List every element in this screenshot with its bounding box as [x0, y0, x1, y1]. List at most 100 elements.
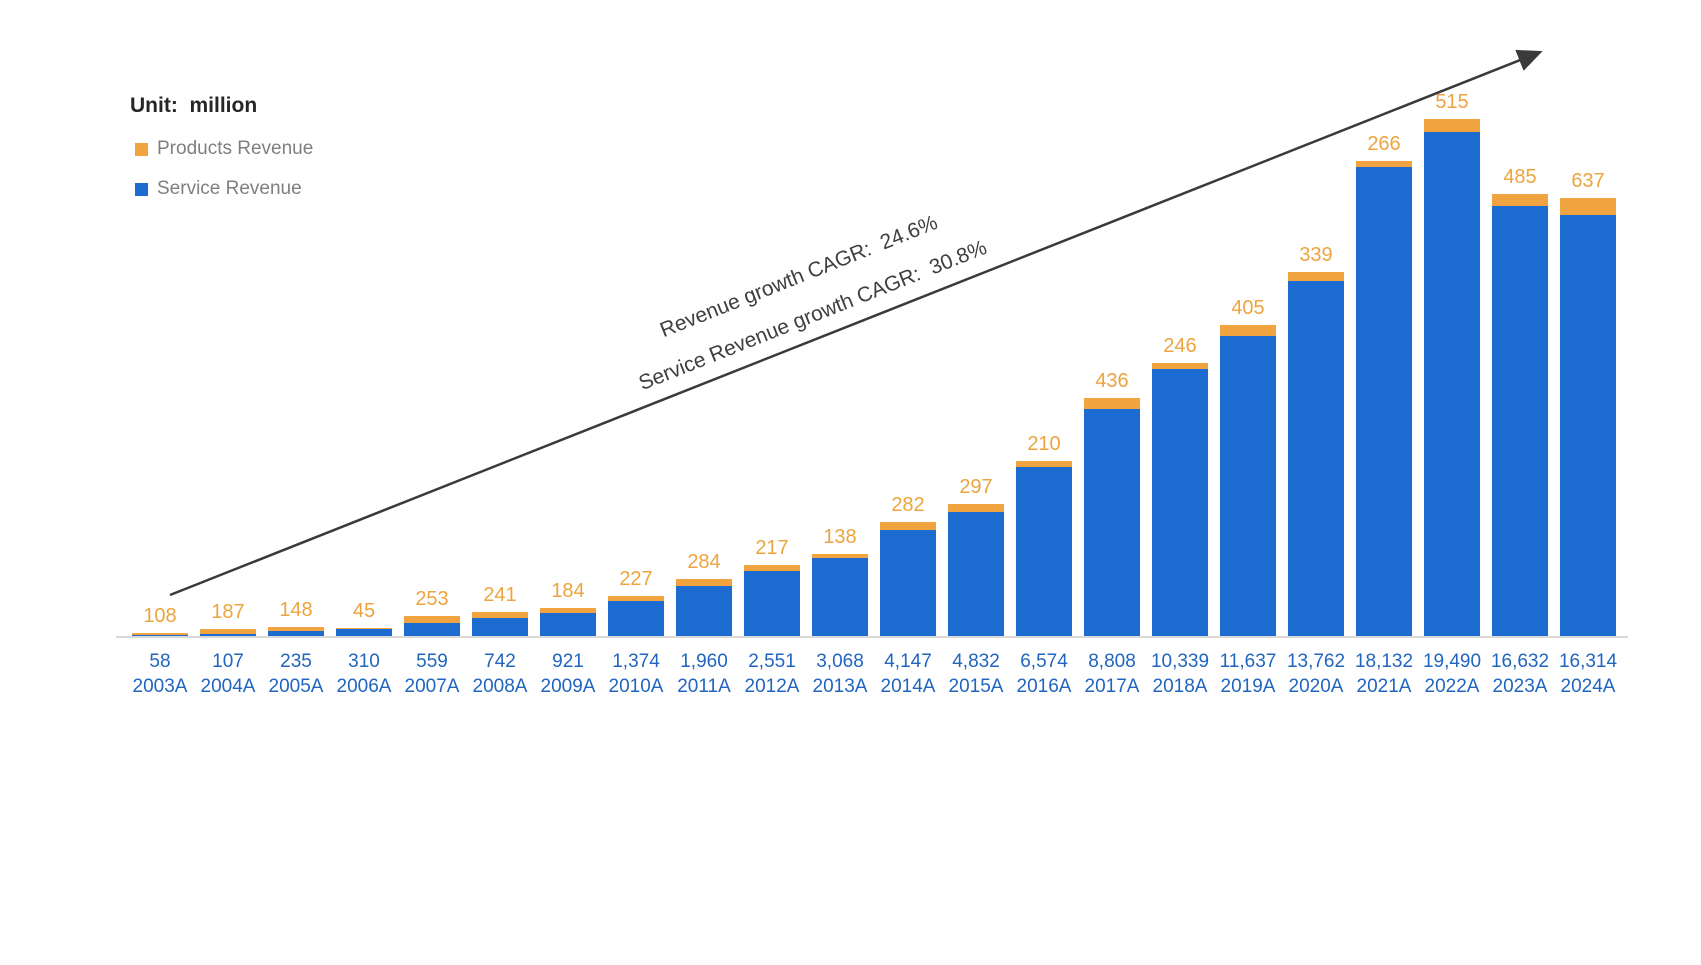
- legend-item-service-revenue: Service Revenue: [135, 178, 313, 200]
- products-value-label-2009A: 184: [551, 580, 585, 603]
- products-value-label-2015A: 297: [959, 476, 993, 499]
- bar-2023A: [1492, 193, 1548, 637]
- products-revenue-segment-2011A: [676, 578, 732, 587]
- category-label-2009A: 2009A: [540, 676, 596, 697]
- service-value-label-2003A: 58: [149, 651, 171, 672]
- service-revenue-segment-2007A: [404, 622, 460, 637]
- category-label-2014A: 2014A: [880, 676, 936, 697]
- category-label-2016A: 2016A: [1016, 676, 1072, 697]
- service-revenue-segment-2016A: [1016, 466, 1072, 637]
- service-revenue-segment-2010A: [608, 601, 664, 637]
- category-label-2013A: 2013A: [812, 676, 868, 697]
- category-label-2017A: 2017A: [1084, 676, 1140, 697]
- products-revenue-segment-2016A: [1016, 461, 1072, 467]
- products-revenue-swatch-icon: [135, 142, 148, 156]
- products-revenue-segment-2022A: [1424, 119, 1480, 133]
- service-value-label-2020A: 13,762: [1286, 651, 1346, 672]
- bar-2009A: [540, 608, 596, 637]
- service-value-label-2024A: 16,314: [1558, 651, 1618, 672]
- category-label-2010A: 2010A: [608, 676, 664, 697]
- legend-label-service-revenue: Service Revenue: [157, 178, 302, 199]
- products-revenue-segment-2007A: [404, 615, 460, 623]
- products-revenue-segment-2005A: [268, 627, 324, 631]
- products-value-label-2022A: 515: [1435, 91, 1469, 113]
- service-value-label-2012A: 2,551: [748, 651, 796, 672]
- products-value-label-2014A: 282: [891, 494, 925, 517]
- service-value-label-2005A: 235: [280, 651, 312, 672]
- category-label-2005A: 2005A: [268, 676, 324, 697]
- products-revenue-segment-2023A: [1492, 193, 1548, 207]
- bar-2014A: [880, 522, 936, 637]
- service-revenue-segment-2020A: [1288, 280, 1344, 637]
- products-value-label-2005A: 148: [279, 599, 313, 622]
- bar-2021A: [1356, 160, 1412, 637]
- products-value-label-2017A: 436: [1095, 369, 1129, 392]
- service-value-label-2017A: 8,808: [1088, 651, 1136, 672]
- service-value-label-2016A: 6,574: [1020, 651, 1068, 672]
- category-label-2007A: 2007A: [404, 676, 460, 697]
- category-label-2011A: 2011A: [677, 676, 731, 697]
- bar-2011A: [676, 578, 732, 637]
- category-label-2018A: 2018A: [1152, 676, 1208, 697]
- products-value-label-2024A: 637: [1571, 170, 1605, 193]
- bar-2013A: [812, 553, 868, 637]
- service-revenue-segment-2024A: [1560, 214, 1616, 637]
- products-value-label-2016A: 210: [1027, 433, 1061, 456]
- products-revenue-segment-2017A: [1084, 397, 1140, 409]
- products-value-label-2003A: 108: [143, 604, 177, 627]
- bar-2005A: [268, 627, 324, 637]
- service-revenue-segment-2018A: [1152, 369, 1208, 637]
- service-value-label-2007A: 559: [416, 651, 448, 672]
- products-value-label-2021A: 266: [1367, 132, 1401, 155]
- category-label-2022A: 2022A: [1424, 676, 1480, 697]
- service-revenue-swatch-icon: [135, 182, 148, 196]
- bar-2019A: [1220, 325, 1276, 637]
- service-value-label-2013A: 3,068: [816, 651, 864, 672]
- service-value-label-2006A: 310: [348, 651, 380, 672]
- service-revenue-segment-2012A: [744, 570, 800, 637]
- service-value-label-2004A: 107: [212, 651, 244, 672]
- bar-2006A: [336, 627, 392, 637]
- service-value-label-2010A: 1,374: [612, 651, 660, 672]
- service-value-label-2019A: 11,637: [1219, 651, 1277, 672]
- bar-2017A: [1084, 397, 1140, 637]
- service-value-label-2009A: 921: [552, 651, 584, 672]
- products-revenue-segment-2018A: [1152, 362, 1208, 370]
- bar-2004A: [200, 629, 256, 637]
- category-label-2019A: 2019A: [1220, 676, 1276, 697]
- bar-2022A: [1424, 119, 1480, 637]
- products-revenue-segment-2004A: [200, 629, 256, 635]
- service-value-label-2011A: 1,960: [680, 651, 728, 672]
- products-revenue-segment-2020A: [1288, 271, 1344, 281]
- service-revenue-segment-2015A: [948, 511, 1004, 637]
- products-value-label-2018A: 246: [1163, 334, 1197, 357]
- products-value-label-2012A: 217: [755, 537, 789, 560]
- service-revenue-segment-2004A: [200, 634, 256, 637]
- products-revenue-segment-2012A: [744, 565, 800, 571]
- products-revenue-segment-2014A: [880, 522, 936, 530]
- service-revenue-segment-2009A: [540, 613, 596, 637]
- unit-label: Unit: million: [130, 94, 258, 117]
- products-value-label-2023A: 485: [1503, 165, 1537, 188]
- service-revenue-segment-2014A: [880, 529, 936, 637]
- products-revenue-segment-2003A: [132, 632, 188, 636]
- service-revenue-segment-2017A: [1084, 408, 1140, 637]
- products-revenue-segment-2021A: [1356, 160, 1412, 168]
- category-label-2003A: 2003A: [132, 676, 188, 697]
- service-value-label-2008A: 742: [484, 651, 516, 672]
- products-revenue-segment-2010A: [608, 595, 664, 602]
- service-revenue-segment-2006A: [336, 628, 392, 637]
- legend-label-products-revenue: Products Revenue: [157, 138, 314, 159]
- products-value-label-2006A: 45: [352, 599, 376, 622]
- bar-2015A: [948, 504, 1004, 637]
- category-label-2004A: 2004A: [200, 676, 256, 697]
- category-label-2023A: 2023A: [1492, 676, 1548, 697]
- products-value-label-2011A: 284: [687, 550, 721, 573]
- products-revenue-segment-2009A: [540, 608, 596, 614]
- service-revenue-segment-2022A: [1424, 132, 1480, 637]
- service-value-label-2021A: 18,132: [1354, 651, 1414, 672]
- category-label-2020A: 2020A: [1288, 676, 1344, 697]
- products-value-label-2010A: 227: [619, 567, 653, 590]
